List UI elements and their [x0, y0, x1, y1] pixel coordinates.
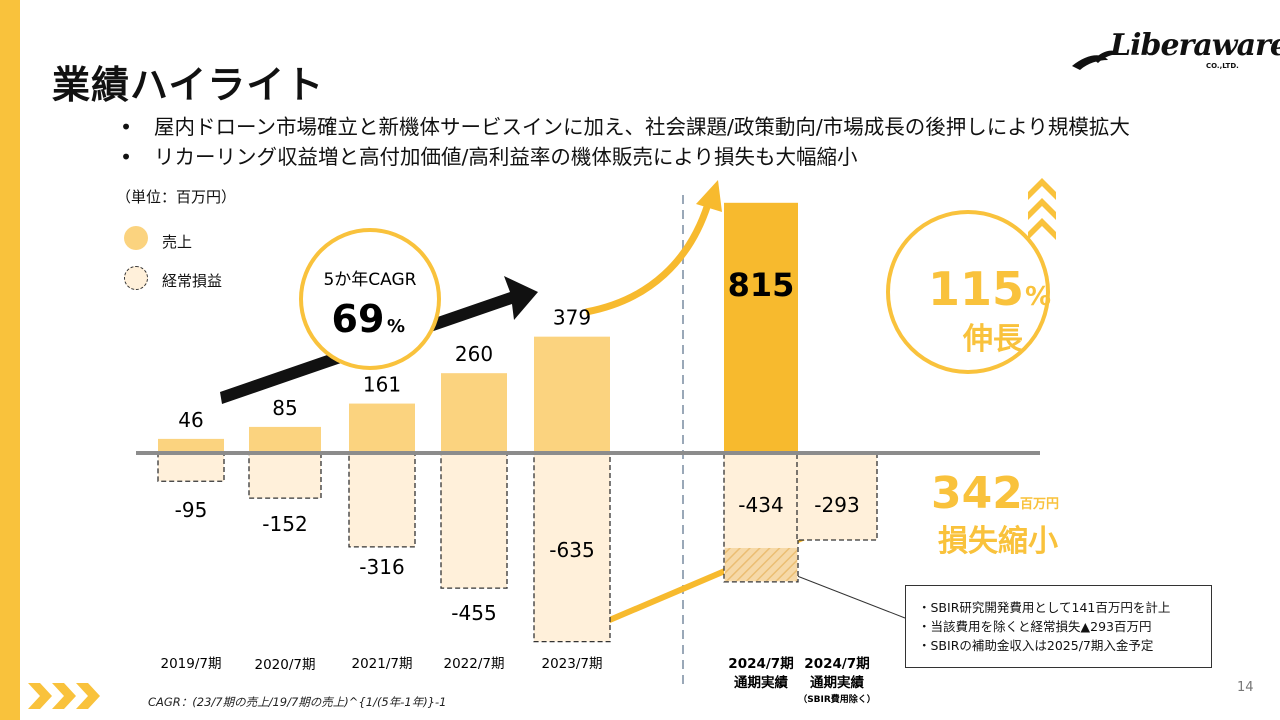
- ordinary-profit-value-label: -316: [359, 555, 404, 579]
- bullet-item: • リカーリング収益増と高付加価値/高利益率の機体販売により損失も大幅縮小: [120, 145, 858, 169]
- revenue-value-label: 815: [728, 266, 795, 304]
- revenue-value-label: 46: [178, 408, 203, 432]
- growth-value: 115: [928, 262, 1024, 316]
- revenue-value-label: 379: [553, 306, 591, 330]
- sbir-callout: ・SBIR研究開発費用として141百万円を計上 ・当該費用を除くと経常損失▲29…: [905, 585, 1212, 668]
- sbir-cost-segment: [725, 548, 797, 581]
- cagr-circle: [299, 228, 441, 370]
- category-label: 2020/7期: [255, 657, 316, 673]
- ordinary-profit-bar: [248, 452, 322, 499]
- ordinary-profit-bar: [157, 452, 225, 482]
- revenue-value-label: 260: [455, 342, 493, 366]
- category-label: 2022/7期: [444, 656, 505, 672]
- category-label: 2024/7期: [728, 656, 793, 672]
- ordinary-profit-value-label: -152: [262, 512, 307, 536]
- cagr-label: 5か年CAGR: [323, 270, 416, 290]
- curved-arrow-icon: [585, 202, 712, 316]
- logo-subtext: CO.,LTD.: [1206, 62, 1239, 70]
- unit-label: （単位：百万円）: [116, 188, 237, 206]
- ordinary-profit-value-label: -95: [175, 498, 208, 522]
- callout-line: ・当該費用を除くと経常損失▲293百万円: [918, 619, 1152, 634]
- legend-swatch-revenue: [124, 226, 148, 250]
- ordinary-profit-value-label: -635: [549, 538, 594, 562]
- page-number: 14: [1237, 680, 1254, 695]
- loss-reduction-label: 損失縮小: [938, 524, 1058, 559]
- category-label: 2024/7期: [804, 656, 869, 672]
- logo-icon: [1072, 50, 1120, 70]
- growth-label: 伸長: [962, 322, 1024, 357]
- growth-unit: %: [1025, 282, 1051, 312]
- accent-bar: [0, 0, 20, 720]
- logo-wordmark: Liberaware: [1110, 28, 1280, 63]
- revenue-bar: [349, 403, 415, 453]
- page-title: 業績ハイライト: [52, 63, 325, 107]
- up-chevrons-icon: [1028, 178, 1056, 240]
- revenue-bar: [724, 202, 798, 453]
- category-label: 通期実績: [810, 674, 864, 691]
- bullet-item: • 屋内ドローン市場確立と新機体サービスインに加え、社会課題/政策動向/市場成長の…: [120, 115, 1130, 139]
- revenue-bar: [441, 373, 507, 453]
- category-note: （SBIR費用除く）: [798, 693, 876, 705]
- loss-reduction-unit: 百万円: [1020, 497, 1059, 512]
- legend-label-ordinary-profit: 経常損益: [162, 272, 223, 290]
- ordinary-profit-bar: [440, 452, 508, 589]
- category-label: 2021/7期: [352, 656, 413, 672]
- category-label: 2023/7期: [542, 656, 603, 672]
- loss-reduction-value: 342: [931, 468, 1023, 519]
- callout-line: ・SBIR研究開発費用として141百万円を計上: [918, 600, 1171, 615]
- cagr-footnote: CAGR：(23/7期の売上/19/7期の売上)^{1/(5年-1年)}-1: [148, 695, 447, 709]
- curved-arrowhead-icon: [696, 180, 722, 212]
- cagr-value: 69: [332, 297, 385, 341]
- chevron-arrows-icon: [28, 683, 100, 709]
- callout-leader: [791, 573, 906, 619]
- growth-circle: [886, 210, 1050, 374]
- legend-swatch-ordinary-profit: [124, 266, 148, 290]
- ordinary-profit-bar: [533, 452, 611, 643]
- ordinary-profit-value-label: -434: [738, 493, 783, 517]
- ordinary-profit-value-label: -293: [814, 493, 859, 517]
- legend-label-revenue: 売上: [162, 233, 193, 251]
- revenue-value-label: 85: [272, 396, 297, 420]
- ordinary-profit-bar: [348, 452, 416, 548]
- ordinary-profit-value-label: -455: [451, 601, 496, 625]
- bullet-list: • 屋内ドローン市場確立と新機体サービスインに加え、社会課題/政策動向/市場成長の…: [120, 112, 1130, 172]
- revenue-bar: [534, 336, 610, 453]
- ordinary-profit-bar: [796, 452, 878, 541]
- cagr-unit: %: [387, 316, 405, 337]
- callout-line: ・SBIRの補助金収入は2025/7期入金予定: [918, 638, 1154, 653]
- revenue-bar: [249, 426, 321, 453]
- revenue-value-label: 161: [363, 373, 401, 397]
- category-label: 2019/7期: [161, 656, 222, 672]
- category-label: 通期実績: [734, 674, 788, 691]
- revenue-bar: [158, 438, 224, 453]
